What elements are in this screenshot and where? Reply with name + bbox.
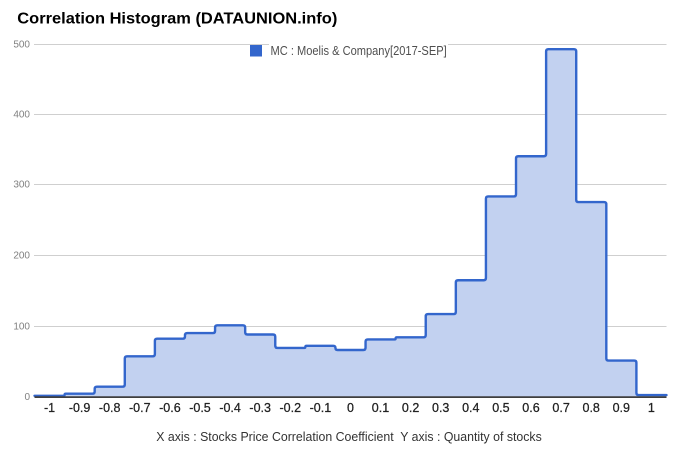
- svg-text:Correlation Histogram (DATAUNI: Correlation Histogram (DATAUNION.info): [17, 10, 337, 27]
- svg-text:-0.1: -0.1: [310, 401, 332, 415]
- svg-text:0.9: 0.9: [613, 401, 630, 415]
- svg-text:-0.4: -0.4: [219, 401, 241, 415]
- svg-text:-0.9: -0.9: [69, 401, 91, 415]
- svg-text:-0.3: -0.3: [249, 401, 271, 415]
- svg-text:-1: -1: [44, 401, 55, 415]
- svg-text:400: 400: [13, 110, 30, 121]
- svg-text:0: 0: [347, 401, 354, 415]
- svg-text:200: 200: [13, 251, 30, 262]
- svg-text:MC : Moelis & Company[2017-SEP: MC : Moelis & Company[2017-SEP]: [271, 43, 447, 58]
- svg-text:0: 0: [24, 392, 30, 403]
- svg-text:0.7: 0.7: [552, 401, 569, 415]
- svg-text:-0.6: -0.6: [159, 401, 181, 415]
- svg-text:-0.7: -0.7: [129, 401, 151, 415]
- svg-text:-0.2: -0.2: [280, 401, 302, 415]
- svg-text:500: 500: [13, 40, 30, 51]
- svg-text:0.3: 0.3: [432, 401, 449, 415]
- svg-text:0.8: 0.8: [583, 401, 600, 415]
- svg-text:X axis : Stocks Price Correlat: X axis : Stocks Price Correlation Coeffi…: [156, 430, 542, 444]
- svg-text:0.1: 0.1: [372, 401, 389, 415]
- svg-text:-0.8: -0.8: [99, 401, 121, 415]
- svg-text:1: 1: [648, 401, 655, 415]
- svg-text:300: 300: [13, 180, 30, 191]
- svg-text:0.5: 0.5: [492, 401, 509, 415]
- svg-text:100: 100: [13, 322, 30, 333]
- svg-text:0.6: 0.6: [522, 401, 539, 415]
- svg-text:-0.5: -0.5: [189, 401, 211, 415]
- svg-text:0.4: 0.4: [462, 401, 479, 415]
- svg-text:0.2: 0.2: [402, 401, 419, 415]
